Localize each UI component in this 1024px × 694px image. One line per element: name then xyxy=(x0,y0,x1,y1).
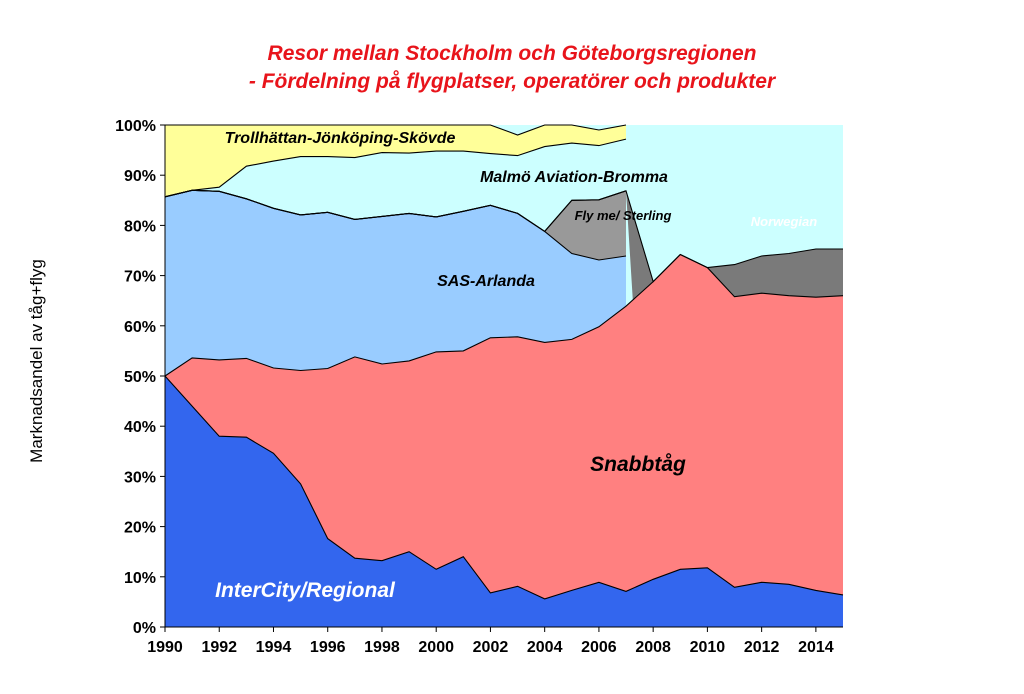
x-tick-label: 1998 xyxy=(364,639,400,656)
series-label-malmo-aviation-bromma: Malmö Aviation-Bromma xyxy=(480,169,668,186)
x-tick-label: 2008 xyxy=(635,639,671,656)
y-tick-label: 30% xyxy=(124,469,156,486)
series-label-fly-me-sterling: Fly me/ Sterling xyxy=(575,208,672,223)
area-fly-me-sterling xyxy=(165,190,626,260)
boundary-trollhattan-jonkoping-skovde xyxy=(165,124,627,136)
x-tick-label: 2006 xyxy=(581,639,617,656)
y-tick-label: 70% xyxy=(124,269,156,286)
y-tick-label: 40% xyxy=(124,419,156,436)
area-sas-arlanda xyxy=(165,190,626,376)
x-tick-label: 2010 xyxy=(690,639,726,656)
x-tick-label: 2004 xyxy=(527,639,563,656)
boundary-snabbtag xyxy=(164,253,844,377)
area-trollhattan-jonkoping-skovde xyxy=(165,125,626,197)
boundary-intercity-regional xyxy=(164,375,844,600)
y-tick-label: 0% xyxy=(133,620,156,637)
boundary-norwegian xyxy=(164,189,843,283)
y-tick-label: 60% xyxy=(124,319,156,336)
series-label-norwegian: Norwegian xyxy=(751,214,818,229)
series-label-intercity-regional: InterCity/Regional xyxy=(215,579,396,602)
x-tick-label: 2012 xyxy=(744,639,780,656)
x-tick-label: 1994 xyxy=(256,639,292,656)
y-tick-label: 80% xyxy=(124,218,156,235)
series-label-snabbtag: Snabbtåg xyxy=(590,453,686,476)
x-tick-label: 2002 xyxy=(473,639,509,656)
area-malmo-aviation-bromma xyxy=(165,139,626,232)
y-tick-label: 90% xyxy=(124,168,156,185)
x-tick-label: 2000 xyxy=(418,639,454,656)
chart-subtitle: - Fördelning på flygplatser, operatörer … xyxy=(248,70,776,93)
area-intercity-regional xyxy=(165,376,843,627)
y-tick-label: 10% xyxy=(124,570,156,587)
x-tick-label: 1990 xyxy=(147,639,183,656)
chart-title: Resor mellan Stockholm och Göteborgsregi… xyxy=(267,42,757,65)
x-tick-label: 1996 xyxy=(310,639,346,656)
y-tick-label: 20% xyxy=(124,520,156,537)
x-tick-label: 2014 xyxy=(798,639,834,656)
series-label-sas-arlanda: SAS-Arlanda xyxy=(437,273,535,290)
area-snabbtag xyxy=(165,254,843,599)
y-tick-label: 50% xyxy=(124,369,156,386)
y-tick-label: 100% xyxy=(115,118,156,135)
series-label-trollhattan-jonkoping-skovde: Trollhättan-Jönköping-Skövde xyxy=(225,130,456,147)
boundary-malmo-aviation-bromma xyxy=(164,138,627,198)
x-tick-label: 1992 xyxy=(201,639,237,656)
